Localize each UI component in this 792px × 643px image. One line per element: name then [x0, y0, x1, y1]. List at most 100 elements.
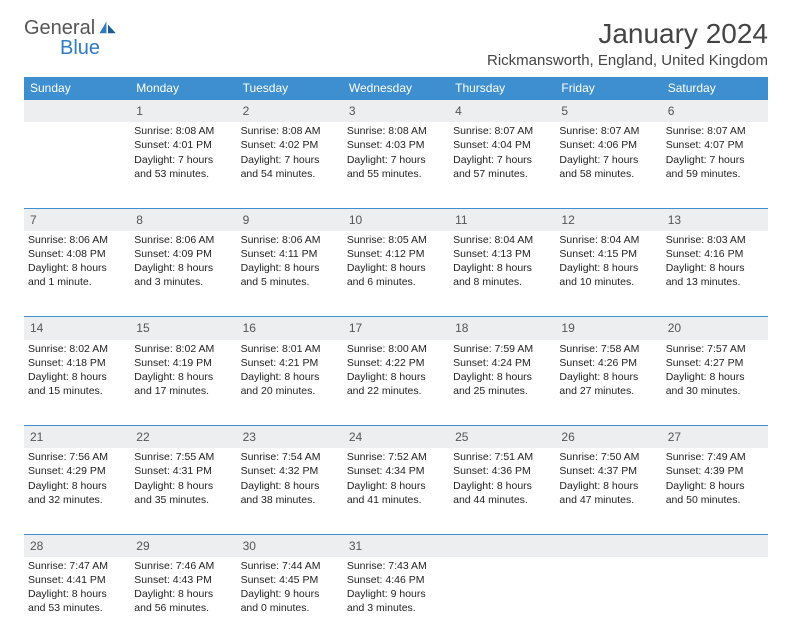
day-cell: Sunrise: 8:04 AMSunset: 4:13 PMDaylight:… — [449, 231, 555, 317]
daylight-text: Daylight: 8 hours and 17 minutes. — [134, 370, 232, 398]
sunset-text: Sunset: 4:45 PM — [241, 573, 339, 587]
day-details: Sunrise: 8:08 AMSunset: 4:03 PMDaylight:… — [347, 124, 445, 181]
calendar-table: Sunday Monday Tuesday Wednesday Thursday… — [24, 77, 768, 643]
sunset-text: Sunset: 4:02 PM — [241, 138, 339, 152]
day-details: Sunrise: 7:59 AMSunset: 4:24 PMDaylight:… — [453, 342, 551, 399]
col-friday: Friday — [555, 77, 661, 100]
day-cell: Sunrise: 8:05 AMSunset: 4:12 PMDaylight:… — [343, 231, 449, 317]
daynum-row: 14151617181920 — [24, 317, 768, 340]
daylight-text: Daylight: 8 hours and 13 minutes. — [666, 261, 764, 289]
day-details: Sunrise: 8:08 AMSunset: 4:01 PMDaylight:… — [134, 124, 232, 181]
detail-row: Sunrise: 8:08 AM Sunset: 4:01 PM Daylight:… — [24, 122, 768, 208]
sunrise-text: Sunrise: 7:44 AM — [241, 559, 339, 573]
day-number: 21 — [24, 426, 130, 449]
sunset-text: Sunset: 4:32 PM — [241, 464, 339, 478]
sunset-text: Sunset: 4:08 PM — [28, 247, 126, 261]
col-monday: Monday — [130, 77, 236, 100]
day-details: Sunrise: 8:07 AMSunset: 4:06 PMDaylight:… — [559, 124, 657, 181]
day-number: 27 — [662, 426, 768, 449]
col-saturday: Saturday — [662, 77, 768, 100]
col-wednesday: Wednesday — [343, 77, 449, 100]
day-details: Sunrise: 8:04 AMSunset: 4:13 PMDaylight:… — [453, 233, 551, 290]
day-cell — [449, 557, 555, 643]
sunrise-text: Sunrise: 7:43 AM — [347, 559, 445, 573]
col-tuesday: Tuesday — [237, 77, 343, 100]
sunrise-text: Sunrise: 8:02 AM — [28, 342, 126, 356]
sunrise-text: Sunrise: 8:03 AM — [666, 233, 764, 247]
daylight-text: Daylight: 8 hours and 22 minutes. — [347, 370, 445, 398]
sunset-text: Sunset: 4:07 PM — [666, 138, 764, 152]
sunset-text: Sunset: 4:27 PM — [666, 356, 764, 370]
sunset-text: Sunset: 4:43 PM — [134, 573, 232, 587]
day-details: Sunrise: 8:06 AMSunset: 4:11 PMDaylight:… — [241, 233, 339, 290]
sunrise-text: Sunrise: 7:58 AM — [559, 342, 657, 356]
day-cell: Sunrise: 8:01 AMSunset: 4:21 PMDaylight:… — [237, 340, 343, 426]
daylight-text: Daylight: 8 hours and 35 minutes. — [134, 479, 232, 507]
day-cell: Sunrise: 7:44 AMSunset: 4:45 PMDaylight:… — [237, 557, 343, 643]
day-details: Sunrise: 7:51 AMSunset: 4:36 PMDaylight:… — [453, 450, 551, 507]
sunset-text: Sunset: 4:37 PM — [559, 464, 657, 478]
sunset-text: Sunset: 4:31 PM — [134, 464, 232, 478]
day-cell: Sunrise: 7:54 AMSunset: 4:32 PMDaylight:… — [237, 448, 343, 534]
sunset-text: Sunset: 4:39 PM — [666, 464, 764, 478]
logo-sails-icon — [98, 18, 118, 38]
daylight-text: Daylight: 8 hours and 6 minutes. — [347, 261, 445, 289]
day-details: Sunrise: 7:54 AMSunset: 4:32 PMDaylight:… — [241, 450, 339, 507]
sunrise-text: Sunrise: 8:08 AM — [241, 124, 339, 138]
day-details: Sunrise: 8:01 AMSunset: 4:21 PMDaylight:… — [241, 342, 339, 399]
sunrise-text: Sunrise: 8:06 AM — [28, 233, 126, 247]
day-number: 8 — [130, 208, 236, 231]
day-cell: Sunrise: 7:55 AMSunset: 4:31 PMDaylight:… — [130, 448, 236, 534]
day-number: 26 — [555, 426, 661, 449]
sunrise-text: Sunrise: 8:07 AM — [666, 124, 764, 138]
day-cell: Sunrise: 7:50 AMSunset: 4:37 PMDaylight:… — [555, 448, 661, 534]
day-details: Sunrise: 8:06 AMSunset: 4:09 PMDaylight:… — [134, 233, 232, 290]
day-number: 11 — [449, 208, 555, 231]
day-details: Sunrise: 7:46 AMSunset: 4:43 PMDaylight:… — [134, 559, 232, 616]
sunset-text: Sunset: 4:04 PM — [453, 138, 551, 152]
day-number: 10 — [343, 208, 449, 231]
day-details: Sunrise: 8:03 AMSunset: 4:16 PMDaylight:… — [666, 233, 764, 290]
sunset-text: Sunset: 4:21 PM — [241, 356, 339, 370]
sunset-text: Sunset: 4:11 PM — [241, 247, 339, 261]
sunset-text: Sunset: 4:03 PM — [347, 138, 445, 152]
sunrise-text: Sunrise: 8:06 AM — [134, 233, 232, 247]
sunrise-text: Sunrise: 7:52 AM — [347, 450, 445, 464]
day-cell: Sunrise: 8:03 AMSunset: 4:16 PMDaylight:… — [662, 231, 768, 317]
daylight-text: Daylight: 8 hours and 30 minutes. — [666, 370, 764, 398]
daylight-text: Daylight: 8 hours and 53 minutes. — [28, 587, 126, 615]
day-details: Sunrise: 7:50 AMSunset: 4:37 PMDaylight:… — [559, 450, 657, 507]
sunrise-text: Sunrise: 7:49 AM — [666, 450, 764, 464]
day-number: 31 — [343, 534, 449, 557]
sunrise-text: Sunrise: 7:47 AM — [28, 559, 126, 573]
day-cell: Sunrise: 7:49 AMSunset: 4:39 PMDaylight:… — [662, 448, 768, 534]
daylight-text: Daylight: 8 hours and 32 minutes. — [28, 479, 126, 507]
day-number — [662, 534, 768, 557]
sunset-text: Sunset: 4:13 PM — [453, 247, 551, 261]
daylight-text: Daylight: 7 hours and 55 minutes. — [347, 153, 445, 181]
daynum-row: 78910111213 — [24, 208, 768, 231]
sunrise-text: Sunrise: 8:02 AM — [134, 342, 232, 356]
day-cell: Sunrise: 7:58 AMSunset: 4:26 PMDaylight:… — [555, 340, 661, 426]
sunset-text: Sunset: 4:01 PM — [134, 138, 232, 152]
day-cell: Sunrise: 8:06 AMSunset: 4:09 PMDaylight:… — [130, 231, 236, 317]
day-details: Sunrise: 8:07 AMSunset: 4:04 PMDaylight:… — [453, 124, 551, 181]
day-number: 30 — [237, 534, 343, 557]
detail-row: Sunrise: 8:06 AMSunset: 4:08 PMDaylight:… — [24, 231, 768, 317]
sunrise-text: Sunrise: 7:59 AM — [453, 342, 551, 356]
day-cell: Sunrise: 8:07 AMSunset: 4:06 PMDaylight:… — [555, 122, 661, 208]
day-number: 12 — [555, 208, 661, 231]
day-details: Sunrise: 8:02 AMSunset: 4:18 PMDaylight:… — [28, 342, 126, 399]
daylight-text: Daylight: 8 hours and 38 minutes. — [241, 479, 339, 507]
daylight-text: Daylight: 8 hours and 47 minutes. — [559, 479, 657, 507]
day-details: Sunrise: 8:02 AMSunset: 4:19 PMDaylight:… — [134, 342, 232, 399]
daylight-text: Daylight: 8 hours and 44 minutes. — [453, 479, 551, 507]
sunrise-text: Sunrise: 8:06 AM — [241, 233, 339, 247]
day-cell: Sunrise: 7:47 AMSunset: 4:41 PMDaylight:… — [24, 557, 130, 643]
sunrise-text: Sunrise: 7:46 AM — [134, 559, 232, 573]
day-details: Sunrise: 7:56 AMSunset: 4:29 PMDaylight:… — [28, 450, 126, 507]
day-number: 9 — [237, 208, 343, 231]
day-cell: Sunrise: 8:08 AMSunset: 4:01 PMDaylight:… — [130, 122, 236, 208]
day-number: 20 — [662, 317, 768, 340]
sunrise-text: Sunrise: 8:00 AM — [347, 342, 445, 356]
